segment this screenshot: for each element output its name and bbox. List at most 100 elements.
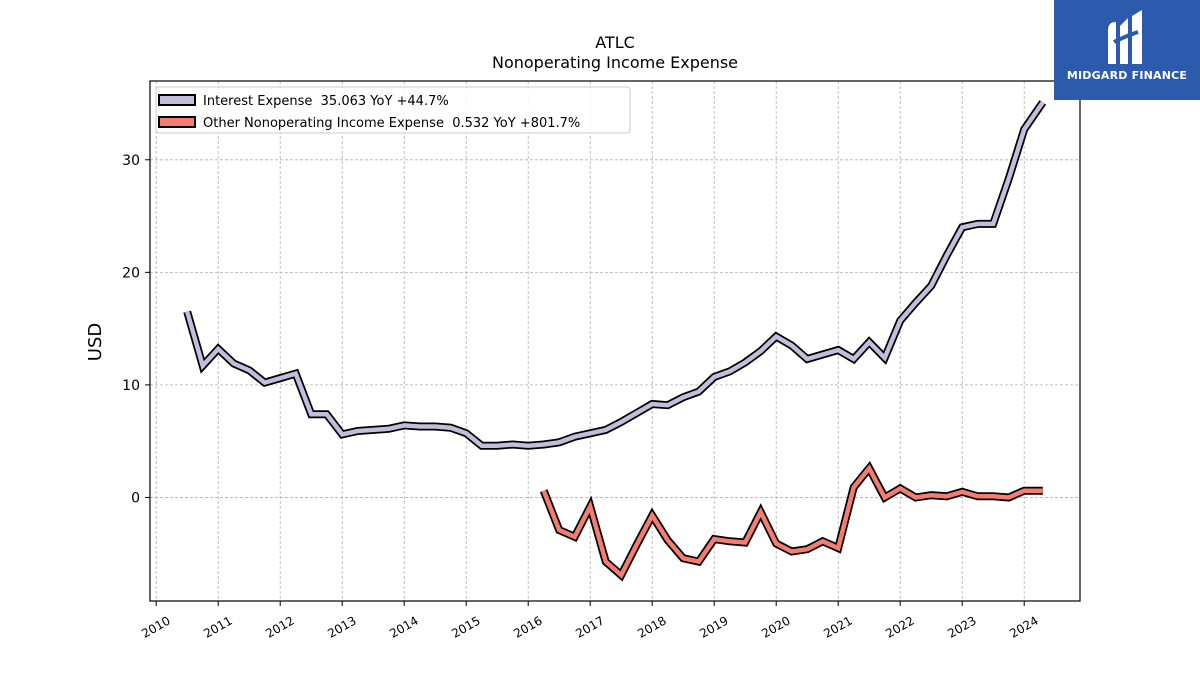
plot-frame xyxy=(149,80,1081,602)
x-tick-label: 2013 xyxy=(325,613,358,640)
data-point xyxy=(605,429,606,430)
y-tick-label: 10 xyxy=(122,378,140,394)
data-point xyxy=(249,370,250,371)
data-point xyxy=(853,487,854,488)
data-point xyxy=(574,536,575,537)
y-axis-label: USD xyxy=(85,323,106,361)
logo-text: MIDGARD FINANCE xyxy=(1066,69,1188,82)
data-point xyxy=(931,495,932,496)
axis-ticks: 2010 2011 2012 2013 2014 2015 2016 2017 2018 2019… xyxy=(122,153,1041,641)
data-point xyxy=(450,427,451,428)
data-point xyxy=(714,377,715,378)
data-point xyxy=(667,540,668,541)
legend-swatch xyxy=(158,116,196,128)
chart-subtitle: Nonoperating Income Expense xyxy=(492,53,738,72)
data-point xyxy=(791,551,792,552)
data-point xyxy=(466,433,467,434)
data-point xyxy=(264,382,265,383)
data-point xyxy=(435,426,436,427)
x-tick-label: 2016 xyxy=(511,613,544,640)
data-point xyxy=(776,336,777,337)
legend-box xyxy=(155,86,631,134)
data-point xyxy=(187,311,188,312)
data-point xyxy=(419,426,420,427)
y-tick-label: 30 xyxy=(122,153,140,169)
x-tick-label: 2014 xyxy=(387,613,420,640)
data-point xyxy=(574,436,575,437)
data-point xyxy=(760,351,761,352)
series-line-1 xyxy=(541,464,1043,579)
data-point xyxy=(884,497,885,498)
data-point xyxy=(900,320,901,321)
data-point xyxy=(791,345,792,346)
x-tick-label: 2010 xyxy=(139,613,172,640)
data-point xyxy=(838,548,839,549)
data-point xyxy=(714,539,715,540)
data-point xyxy=(822,541,823,542)
series-line-0 xyxy=(185,101,1045,448)
data-point xyxy=(869,342,870,343)
data-point xyxy=(776,543,777,544)
data-point xyxy=(900,488,901,489)
y-tick-label: 0 xyxy=(131,490,140,506)
data-point xyxy=(636,544,637,545)
legend-label: Interest Expense 35.063 YoY +44.7% xyxy=(203,94,449,109)
x-tick-label: 2021 xyxy=(821,613,854,640)
data-point xyxy=(729,371,730,372)
series-line-outline-1 xyxy=(539,460,1043,582)
data-point xyxy=(962,491,963,492)
data-point xyxy=(590,506,591,507)
data-point xyxy=(745,542,746,543)
data-point xyxy=(1024,490,1025,491)
data-point xyxy=(683,558,684,559)
x-tick-label: 2012 xyxy=(263,613,296,640)
x-tick-label: 2020 xyxy=(759,613,792,640)
data-point xyxy=(1042,490,1043,491)
data-point xyxy=(311,414,312,415)
data-point xyxy=(652,404,653,405)
data-point xyxy=(977,496,978,497)
data-point xyxy=(636,413,637,414)
data-point xyxy=(977,223,978,224)
data-point xyxy=(342,434,343,435)
data-point xyxy=(357,431,358,432)
data-point xyxy=(853,359,854,360)
x-tick-label: 2011 xyxy=(201,613,234,640)
data-point xyxy=(807,359,808,360)
data-point xyxy=(869,468,870,469)
data-point xyxy=(388,428,389,429)
data-point xyxy=(807,549,808,550)
data-point xyxy=(1024,129,1025,130)
data-point xyxy=(528,445,529,446)
data-point xyxy=(838,350,839,351)
x-tick-label: 2019 xyxy=(697,613,730,640)
chart-title: ATLC xyxy=(595,33,635,52)
data-point xyxy=(745,362,746,363)
data-point xyxy=(946,496,947,497)
x-tick-label: 2022 xyxy=(883,613,916,640)
data-point xyxy=(822,354,823,355)
x-tick-label: 2017 xyxy=(573,613,606,640)
data-point xyxy=(543,490,544,491)
data-point xyxy=(946,255,947,256)
data-point xyxy=(698,561,699,562)
data-point xyxy=(760,512,761,513)
legend: Interest Expense 35.063 YoY +44.7% Other … xyxy=(155,86,631,134)
y-tick-label: 20 xyxy=(122,265,140,281)
data-point xyxy=(915,497,916,498)
data-point xyxy=(652,515,653,516)
midgard-finance-logo: MIDGARD FINANCE xyxy=(1054,0,1200,100)
x-tick-label: 2015 xyxy=(449,613,482,640)
data-point xyxy=(202,365,203,366)
grid-lines xyxy=(150,81,1080,601)
data-point xyxy=(373,429,374,430)
data-point xyxy=(233,363,234,364)
data-point xyxy=(605,561,606,562)
data-point xyxy=(993,223,994,224)
data-point xyxy=(326,414,327,415)
data-point xyxy=(962,227,963,228)
data-point xyxy=(559,442,560,443)
data-point xyxy=(931,285,932,286)
legend-label: Other Nonoperating Income Expense 0.532 … xyxy=(203,116,580,131)
data-point xyxy=(621,575,622,576)
